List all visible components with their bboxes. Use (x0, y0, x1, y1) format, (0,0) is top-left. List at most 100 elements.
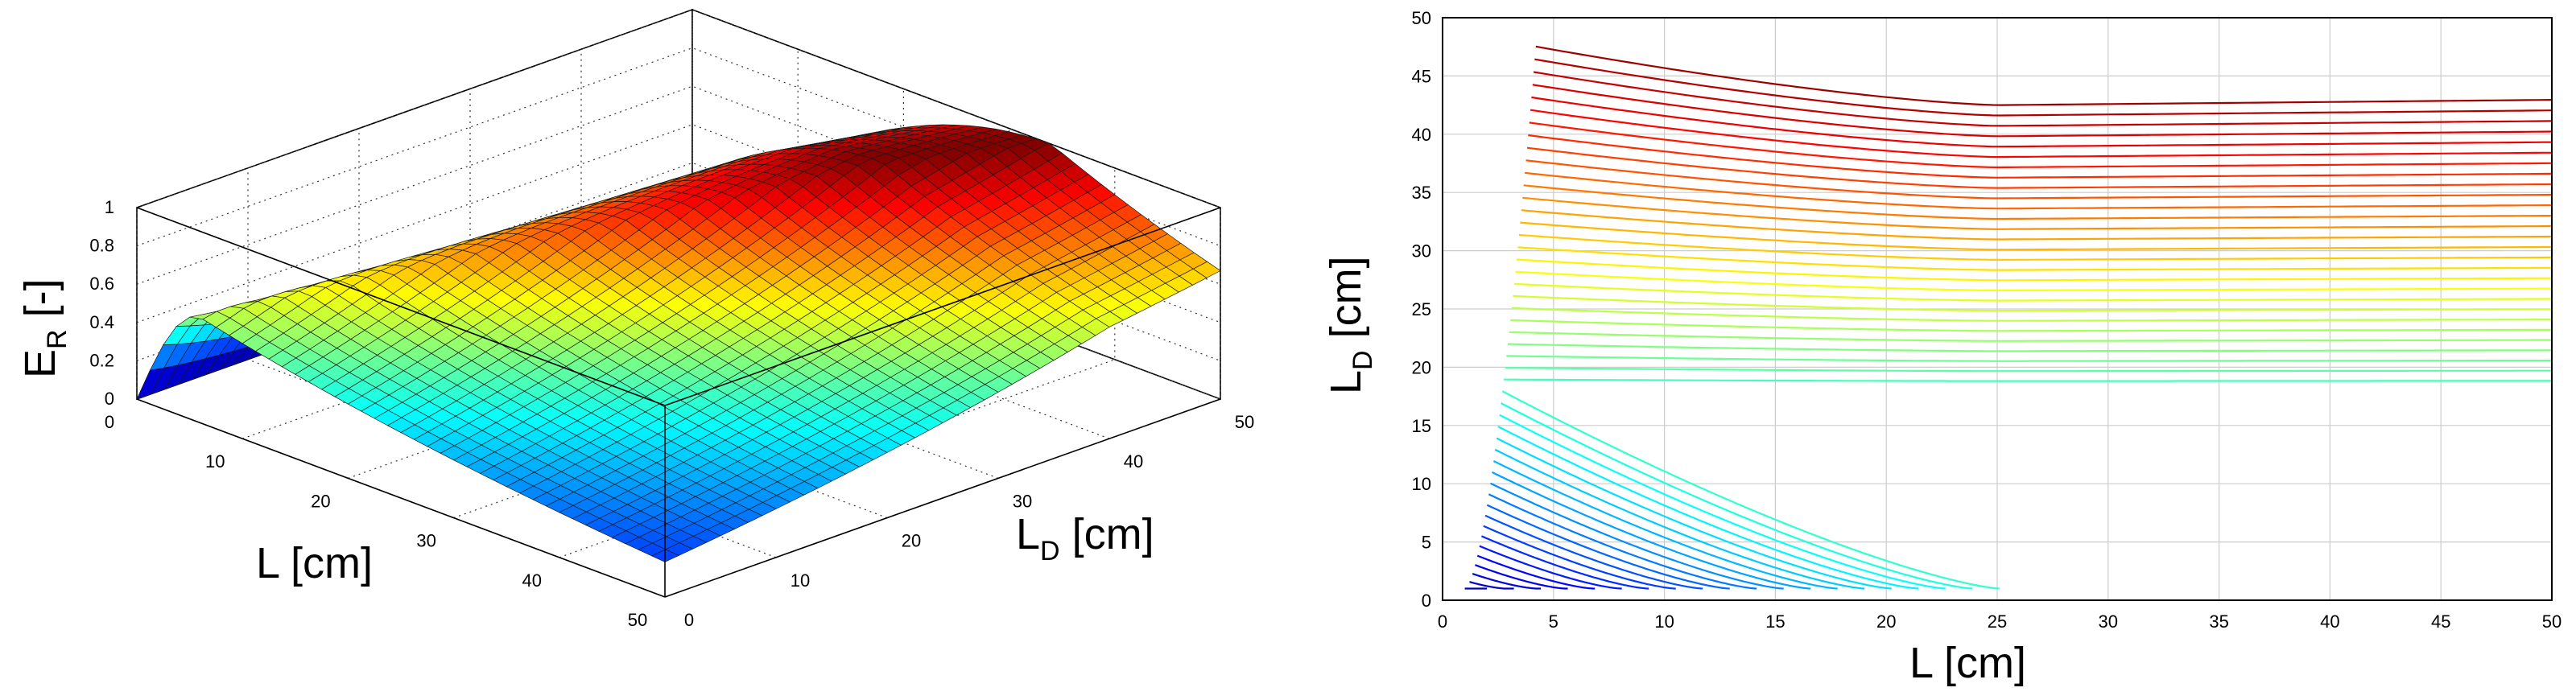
surface-ytick: 40 (1124, 451, 1143, 471)
contour-line (1532, 84, 2553, 138)
contour-line (1525, 159, 2553, 200)
surface-xtick: 20 (311, 491, 330, 511)
contour-line (1535, 45, 2553, 106)
contour-line (1521, 209, 2553, 241)
contour-ytick: 15 (1412, 416, 1431, 436)
contour-ytick: 5 (1422, 533, 1431, 553)
contour-line (1515, 270, 2552, 291)
surface-ytick: 10 (791, 570, 810, 591)
contour-chart: 0 5 10 15 20 25 30 35 40 45 50 0 5 10 15 20 25 30 35 40 45 50… (1322, 8, 2562, 687)
surface-ytick: 0 (684, 610, 694, 630)
contour-line (1530, 109, 2552, 159)
contour-line (1494, 448, 1865, 590)
contour-line (1531, 96, 2552, 148)
contour-line (1534, 58, 2553, 117)
contour-line (1492, 460, 1838, 590)
contour-frame (1442, 17, 2553, 601)
surface-ztick: 0.8 (89, 236, 114, 256)
contour-line (1517, 246, 2553, 271)
contour-ytick: 50 (1412, 8, 1431, 28)
contour-xtick: 20 (1876, 611, 1896, 632)
contour-ytick: 10 (1412, 474, 1431, 494)
contour-line (1526, 146, 2553, 189)
contour-xtick: 40 (2320, 611, 2339, 632)
contour-line (1497, 426, 1919, 590)
contour-line (1476, 554, 1596, 590)
contour-xtick: 15 (1765, 611, 1785, 632)
contour-line (1510, 319, 2552, 332)
contour-ylabel: LD [cm] (1322, 256, 1378, 394)
contour-xtick: 35 (2209, 611, 2228, 632)
contour-line (1520, 221, 2552, 251)
contour-line (1518, 233, 2553, 261)
contour-line (1492, 471, 1811, 590)
contour-xtick: 10 (1654, 611, 1674, 632)
contour-line (1506, 355, 2553, 362)
contour-line (1511, 307, 2552, 322)
contour-line (1475, 564, 1568, 590)
contour-line (1490, 482, 1784, 590)
contour-line (1499, 414, 1946, 590)
contour-line (1484, 514, 1703, 590)
surface-ztick: 0.6 (89, 274, 114, 294)
contour-line (1523, 184, 2552, 220)
surface-xlabel: L [cm] (256, 539, 373, 587)
contour-ytick: 25 (1412, 299, 1431, 319)
contour-ytick: 35 (1412, 183, 1431, 203)
contour-ytick: 30 (1412, 241, 1431, 261)
surface-xtick: 30 (416, 531, 436, 551)
contour-line (1513, 294, 2552, 312)
surface-ytick: 20 (902, 531, 921, 551)
contour-line (1501, 402, 1973, 590)
contour-line (1509, 331, 2552, 342)
contour-line (1488, 493, 1757, 590)
surface-mesh (136, 124, 1221, 562)
contour-tick-labels: 0 5 10 15 20 25 30 35 40 45 50 0 5 10 15 20 25 30 35 40 45 50 (1412, 8, 2562, 632)
contour-line (1507, 343, 2553, 352)
surface-ztick: 0 (105, 389, 114, 409)
contour-line (1486, 504, 1730, 590)
contour-line (1505, 367, 2552, 373)
contour-lines (1464, 45, 2553, 590)
surface-xtick: 50 (628, 610, 647, 630)
contour-ytick: 45 (1412, 66, 1431, 86)
contour-ytick: 40 (1412, 125, 1431, 145)
contour-line (1501, 390, 2000, 590)
surface-xtick: 10 (205, 451, 225, 471)
contour-xtick: 30 (2099, 611, 2118, 632)
contour-line (1525, 171, 2552, 210)
contour-ytick: 0 (1422, 591, 1431, 611)
surface-ytick: 30 (1013, 491, 1032, 511)
surface-zlabel: ER [-] (16, 278, 72, 378)
surface-ylabel: LD [cm] (1016, 510, 1154, 566)
contour-xtick: 5 (1549, 611, 1558, 632)
contour-line (1533, 71, 2553, 127)
contour-line (1469, 581, 1514, 590)
contour-xtick: 0 (1438, 611, 1447, 632)
surface-front-box (136, 207, 1221, 598)
contour-line (1516, 258, 2553, 282)
contour-line (1504, 378, 2552, 382)
surface-ytick: 50 (1235, 412, 1254, 432)
contour-line (1513, 282, 2553, 302)
contour-line (1528, 134, 2553, 179)
contour-xtick: 50 (2542, 611, 2562, 632)
surface-xtick: 0 (105, 412, 114, 432)
contour-ytick: 20 (1412, 357, 1431, 377)
surface-ztick: 0.4 (89, 312, 114, 332)
contour-line (1483, 525, 1676, 590)
contour-line (1522, 196, 2553, 230)
contour-line (1481, 535, 1649, 590)
contour-xlabel: L [cm] (1909, 639, 2026, 687)
contour-xtick: 25 (1988, 611, 2007, 632)
surface-ztick: 0.2 (89, 350, 114, 370)
contour-line (1529, 121, 2553, 169)
contour-line (1496, 437, 1892, 590)
surface-ztick: 1 (105, 197, 114, 217)
surface-xtick: 40 (522, 570, 542, 591)
contour-xtick: 45 (2431, 611, 2450, 632)
contour-line (1479, 545, 1622, 590)
